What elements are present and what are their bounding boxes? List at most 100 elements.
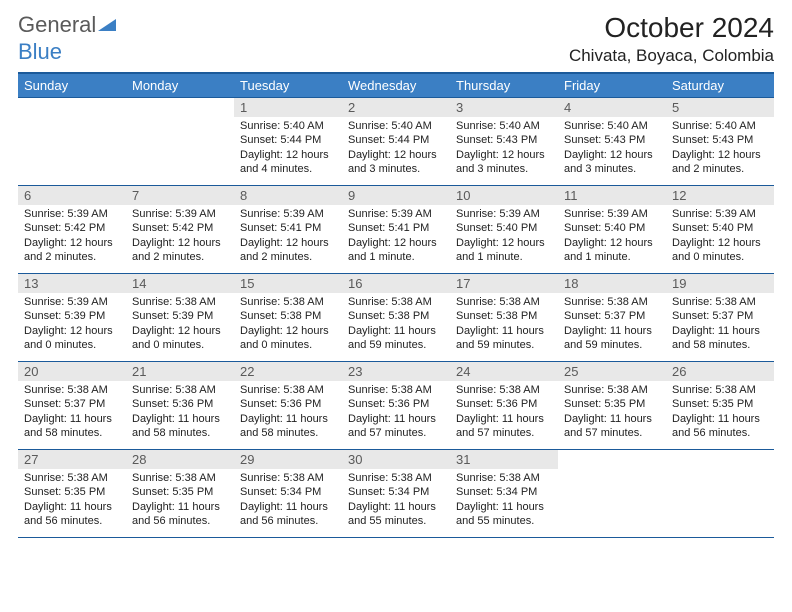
day-body: Sunrise: 5:40 AMSunset: 5:44 PMDaylight:… bbox=[234, 117, 342, 180]
daylight: Daylight: 11 hours and 59 minutes. bbox=[456, 324, 552, 353]
day-body: Sunrise: 5:40 AMSunset: 5:43 PMDaylight:… bbox=[558, 117, 666, 180]
daylight: Daylight: 11 hours and 58 minutes. bbox=[24, 412, 120, 441]
sunrise: Sunrise: 5:38 AM bbox=[672, 295, 768, 309]
day-body: Sunrise: 5:38 AMSunset: 5:34 PMDaylight:… bbox=[342, 469, 450, 532]
sunset: Sunset: 5:40 PM bbox=[672, 221, 768, 235]
logo-word1: General bbox=[18, 12, 96, 37]
sunset: Sunset: 5:34 PM bbox=[348, 485, 444, 499]
sunset: Sunset: 5:35 PM bbox=[24, 485, 120, 499]
weekday-header: Sunday bbox=[18, 73, 126, 98]
daylight: Daylight: 12 hours and 1 minute. bbox=[456, 236, 552, 265]
calendar-cell: 29Sunrise: 5:38 AMSunset: 5:34 PMDayligh… bbox=[234, 450, 342, 538]
day-body: Sunrise: 5:38 AMSunset: 5:37 PMDaylight:… bbox=[666, 293, 774, 356]
sunset: Sunset: 5:34 PM bbox=[456, 485, 552, 499]
sunrise: Sunrise: 5:38 AM bbox=[564, 383, 660, 397]
day-body: Sunrise: 5:38 AMSunset: 5:38 PMDaylight:… bbox=[342, 293, 450, 356]
calendar-row: 20Sunrise: 5:38 AMSunset: 5:37 PMDayligh… bbox=[18, 362, 774, 450]
daylight: Daylight: 11 hours and 57 minutes. bbox=[456, 412, 552, 441]
calendar-cell: 15Sunrise: 5:38 AMSunset: 5:38 PMDayligh… bbox=[234, 274, 342, 362]
calendar-cell: 12 Sunrise: 5:39 AMSunset: 5:40 PMDayligh… bbox=[666, 186, 774, 274]
sunrise: Sunrise: 5:38 AM bbox=[348, 295, 444, 309]
day-number: 6 bbox=[18, 186, 126, 205]
sunset: Sunset: 5:37 PM bbox=[564, 309, 660, 323]
month-title: October 2024 bbox=[569, 12, 774, 44]
daylight: Daylight: 12 hours and 2 minutes. bbox=[240, 236, 336, 265]
sunset: Sunset: 5:40 PM bbox=[564, 221, 660, 235]
day-body: Sunrise: 5:38 AMSunset: 5:37 PMDaylight:… bbox=[558, 293, 666, 356]
day-number: 1 bbox=[234, 98, 342, 117]
calendar-cell: 20Sunrise: 5:38 AMSunset: 5:37 PMDayligh… bbox=[18, 362, 126, 450]
daylight: Daylight: 12 hours and 2 minutes. bbox=[672, 148, 768, 177]
sunrise: Sunrise: 5:40 AM bbox=[564, 119, 660, 133]
day-number: 29 bbox=[234, 450, 342, 469]
day-number: 11 bbox=[558, 186, 666, 205]
calendar-cell: .. bbox=[558, 450, 666, 538]
sunrise: Sunrise: 5:38 AM bbox=[132, 471, 228, 485]
day-number: 20 bbox=[18, 362, 126, 381]
calendar-cell: 1Sunrise: 5:40 AMSunset: 5:44 PMDaylight… bbox=[234, 98, 342, 186]
calendar-cell: 19Sunrise: 5:38 AMSunset: 5:37 PMDayligh… bbox=[666, 274, 774, 362]
sunrise: Sunrise: 5:39 AM bbox=[132, 207, 228, 221]
day-number: 14 bbox=[126, 274, 234, 293]
calendar-cell: 25Sunrise: 5:38 AMSunset: 5:35 PMDayligh… bbox=[558, 362, 666, 450]
daylight: Daylight: 12 hours and 0 minutes. bbox=[672, 236, 768, 265]
day-number: 7 bbox=[126, 186, 234, 205]
calendar-cell: .. bbox=[18, 98, 126, 186]
calendar-cell: 7Sunrise: 5:39 AMSunset: 5:42 PMDaylight… bbox=[126, 186, 234, 274]
daylight: Daylight: 11 hours and 59 minutes. bbox=[348, 324, 444, 353]
daylight: Daylight: 12 hours and 0 minutes. bbox=[132, 324, 228, 353]
title-block: October 2024 Chivata, Boyaca, Colombia bbox=[569, 12, 774, 66]
sunrise: Sunrise: 5:39 AM bbox=[348, 207, 444, 221]
daylight: Daylight: 11 hours and 58 minutes. bbox=[240, 412, 336, 441]
sunrise: Sunrise: 5:39 AM bbox=[456, 207, 552, 221]
logo: General Blue bbox=[18, 12, 120, 65]
day-body: Sunrise: 5:38 AMSunset: 5:35 PMDaylight:… bbox=[126, 469, 234, 532]
sunrise: Sunrise: 5:39 AM bbox=[672, 207, 768, 221]
calendar-cell: 9Sunrise: 5:39 AMSunset: 5:41 PMDaylight… bbox=[342, 186, 450, 274]
sunset: Sunset: 5:39 PM bbox=[132, 309, 228, 323]
calendar-cell: 11Sunrise: 5:39 AMSunset: 5:40 PMDayligh… bbox=[558, 186, 666, 274]
calendar-cell: 30Sunrise: 5:38 AMSunset: 5:34 PMDayligh… bbox=[342, 450, 450, 538]
sunrise: Sunrise: 5:38 AM bbox=[24, 471, 120, 485]
logo-sail-icon bbox=[98, 13, 120, 39]
sunrise: Sunrise: 5:38 AM bbox=[240, 471, 336, 485]
day-number: 13 bbox=[18, 274, 126, 293]
calendar-row: 13Sunrise: 5:39 AMSunset: 5:39 PMDayligh… bbox=[18, 274, 774, 362]
day-body: Sunrise: 5:38 AMSunset: 5:37 PMDaylight:… bbox=[18, 381, 126, 444]
calendar-cell: 27Sunrise: 5:38 AMSunset: 5:35 PMDayligh… bbox=[18, 450, 126, 538]
header: General Blue October 2024 Chivata, Boyac… bbox=[18, 12, 774, 66]
sunrise: Sunrise: 5:39 AM bbox=[240, 207, 336, 221]
calendar: SundayMondayTuesdayWednesdayThursdayFrid… bbox=[18, 72, 774, 538]
day-number: 12 bbox=[666, 186, 774, 205]
day-number: 28 bbox=[126, 450, 234, 469]
day-body: Sunrise: 5:39 AMSunset: 5:40 PMDaylight:… bbox=[558, 205, 666, 268]
day-number: 2 bbox=[342, 98, 450, 117]
sunrise: Sunrise: 5:38 AM bbox=[456, 471, 552, 485]
sunrise: Sunrise: 5:40 AM bbox=[672, 119, 768, 133]
logo-text: General Blue bbox=[18, 12, 120, 65]
sunrise: Sunrise: 5:40 AM bbox=[456, 119, 552, 133]
calendar-cell: 13Sunrise: 5:39 AMSunset: 5:39 PMDayligh… bbox=[18, 274, 126, 362]
calendar-cell: 2Sunrise: 5:40 AMSunset: 5:44 PMDaylight… bbox=[342, 98, 450, 186]
calendar-cell: 6Sunrise: 5:39 AMSunset: 5:42 PMDaylight… bbox=[18, 186, 126, 274]
day-body: Sunrise: 5:38 AMSunset: 5:35 PMDaylight:… bbox=[18, 469, 126, 532]
sunrise: Sunrise: 5:38 AM bbox=[24, 383, 120, 397]
sunrise: Sunrise: 5:39 AM bbox=[564, 207, 660, 221]
weekday-header: Wednesday bbox=[342, 73, 450, 98]
sunset: Sunset: 5:43 PM bbox=[564, 133, 660, 147]
weekday-header: Tuesday bbox=[234, 73, 342, 98]
day-body: Sunrise: 5:38 AMSunset: 5:35 PMDaylight:… bbox=[666, 381, 774, 444]
daylight: Daylight: 11 hours and 56 minutes. bbox=[672, 412, 768, 441]
day-number: 27 bbox=[18, 450, 126, 469]
day-body: Sunrise: 5:39 AMSunset: 5:40 PMDaylight:… bbox=[450, 205, 558, 268]
day-body: Sunrise: 5:38 AMSunset: 5:34 PMDaylight:… bbox=[450, 469, 558, 532]
sunset: Sunset: 5:41 PM bbox=[240, 221, 336, 235]
daylight: Daylight: 12 hours and 1 minute. bbox=[564, 236, 660, 265]
sunrise: Sunrise: 5:40 AM bbox=[348, 119, 444, 133]
sunset: Sunset: 5:35 PM bbox=[672, 397, 768, 411]
sunset: Sunset: 5:38 PM bbox=[456, 309, 552, 323]
daylight: Daylight: 12 hours and 3 minutes. bbox=[564, 148, 660, 177]
sunset: Sunset: 5:36 PM bbox=[132, 397, 228, 411]
day-number: 18 bbox=[558, 274, 666, 293]
calendar-cell: 21Sunrise: 5:38 AMSunset: 5:36 PMDayligh… bbox=[126, 362, 234, 450]
